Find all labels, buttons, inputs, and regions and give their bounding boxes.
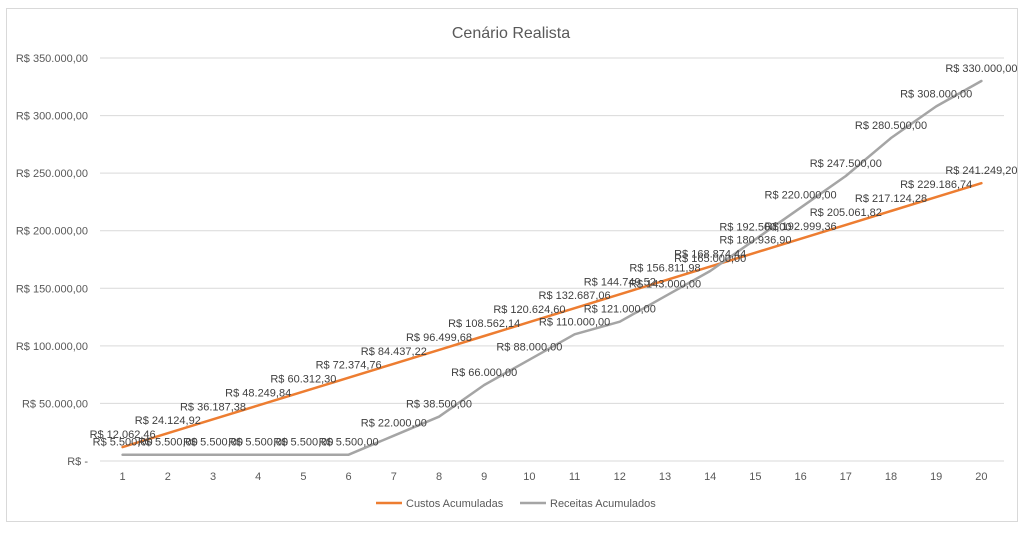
data-label: R$ 280.500,00 <box>855 120 927 132</box>
data-label: R$ 241.249,20 <box>945 165 1017 177</box>
data-label: R$ 205.061,82 <box>810 207 882 219</box>
data-label: R$ 38.500,00 <box>406 399 472 411</box>
data-label: R$ 180.936,90 <box>719 235 791 247</box>
data-labels: R$ 12.062,46 R$ 24.124,92 R$ 36.187,38 R$ 4… <box>90 63 1018 449</box>
x-tick-label: 12 <box>614 471 626 483</box>
data-label: R$ 5.500,00 <box>273 437 333 449</box>
data-label: R$ 165.000,00 <box>674 253 746 265</box>
data-label: R$ 5.500,00 <box>228 437 288 449</box>
series-line-receitas <box>121 79 983 456</box>
data-label: R$ 220.000,00 <box>765 190 837 202</box>
y-axis-tick-labels: R$ - R$ 50.000,00 R$ 100.000,00 R$ 150.000,… <box>16 53 89 468</box>
legend-entry: Receitas Acumulados <box>550 498 656 510</box>
data-label: R$ 120.624,60 <box>493 304 565 316</box>
x-tick-label: 19 <box>930 471 942 483</box>
y-tick-label: R$ 100.000,00 <box>16 341 88 353</box>
data-label: R$ 110.000,00 <box>539 316 610 328</box>
y-tick-label: R$ 350.000,00 <box>16 53 88 65</box>
x-tick-label: 20 <box>975 471 987 483</box>
data-label: R$ 168.874,44 <box>674 249 746 261</box>
data-label: R$ 156.811,98 <box>629 262 700 274</box>
data-label: R$ 5.500,00 <box>319 437 379 449</box>
data-label: R$ 229.186,74 <box>900 179 972 191</box>
x-tick-label: 3 <box>210 471 216 483</box>
data-label: R$ 192.500,00 <box>719 221 791 233</box>
x-tick-label: 8 <box>436 471 442 483</box>
x-tick-label: 7 <box>391 471 397 483</box>
legend: Custos Acumuladas Receitas Acumulados <box>376 498 656 510</box>
x-tick-label: 16 <box>794 471 806 483</box>
data-label: R$ 66.000,00 <box>451 367 517 379</box>
y-tick-label: R$ 150.000,00 <box>16 283 88 295</box>
x-tick-label: 6 <box>346 471 352 483</box>
data-label: R$ 12.062,46 <box>90 429 156 441</box>
data-label: R$ 24.124,92 <box>135 415 201 427</box>
y-tick-label: R$ 50.000,00 <box>22 398 88 410</box>
x-tick-label: 1 <box>120 471 126 483</box>
data-label: R$ 5.500,00 <box>93 437 153 449</box>
data-label: R$ 217.124,28 <box>855 193 927 205</box>
x-tick-label: 15 <box>749 471 761 483</box>
data-label: R$ 121.000,00 <box>584 304 656 316</box>
x-tick-label: 4 <box>255 471 261 483</box>
data-label: R$ 132.687,06 <box>539 290 611 302</box>
y-tick-label: R$ 250.000,00 <box>16 168 88 180</box>
data-label: R$ 192.999,36 <box>765 221 837 233</box>
data-label: R$ 36.187,38 <box>180 401 246 413</box>
data-label: R$ 96.499,68 <box>406 332 472 344</box>
data-label: R$ 108.562,14 <box>448 318 520 330</box>
x-tick-label: 11 <box>569 471 580 483</box>
x-tick-label: 10 <box>523 471 535 483</box>
data-label: R$ 143.000,00 <box>629 278 701 290</box>
data-label: R$ 144.749,52 <box>584 276 656 288</box>
y-tick-label: R$ 200.000,00 <box>16 226 88 238</box>
x-tick-label: 14 <box>704 471 716 483</box>
x-axis-tick-labels: 1 2 3 4 5 6 7 8 9 10 11 12 13 14 15 16 17 18 19 20 <box>120 471 988 483</box>
x-tick-label: 5 <box>300 471 306 483</box>
x-tick-label: 9 <box>481 471 487 483</box>
data-label: R$ 5.500,00 <box>138 437 198 449</box>
chart-area <box>6 8 1018 522</box>
x-tick-label: 2 <box>165 471 171 483</box>
data-label: R$ 48.249,84 <box>225 387 291 399</box>
y-tick-label: R$ 300.000,00 <box>16 111 88 123</box>
data-label: R$ 330.000,00 <box>945 63 1017 75</box>
legend-entry: Custos Acumuladas <box>406 498 504 510</box>
data-label: R$ 22.000,00 <box>361 418 427 430</box>
data-label: R$ 247.500,00 <box>810 158 882 170</box>
data-label: R$ 5.500,00 <box>183 437 243 449</box>
series-line-custos <box>121 181 983 449</box>
x-tick-label: 18 <box>885 471 897 483</box>
data-label: R$ 60.312,30 <box>270 374 336 386</box>
data-label: R$ 308.000,00 <box>900 88 972 100</box>
data-label: R$ 88.000,00 <box>496 342 562 354</box>
gridlines <box>100 57 1004 462</box>
y-tick-label: R$ - <box>67 456 88 468</box>
x-tick-label: 13 <box>659 471 671 483</box>
chart-title: Cenário Realista <box>452 25 570 42</box>
data-label: R$ 84.437,22 <box>361 346 427 358</box>
data-label: R$ 72.374,76 <box>316 360 382 372</box>
series-lines <box>121 79 983 456</box>
x-tick-label: 17 <box>840 471 852 483</box>
